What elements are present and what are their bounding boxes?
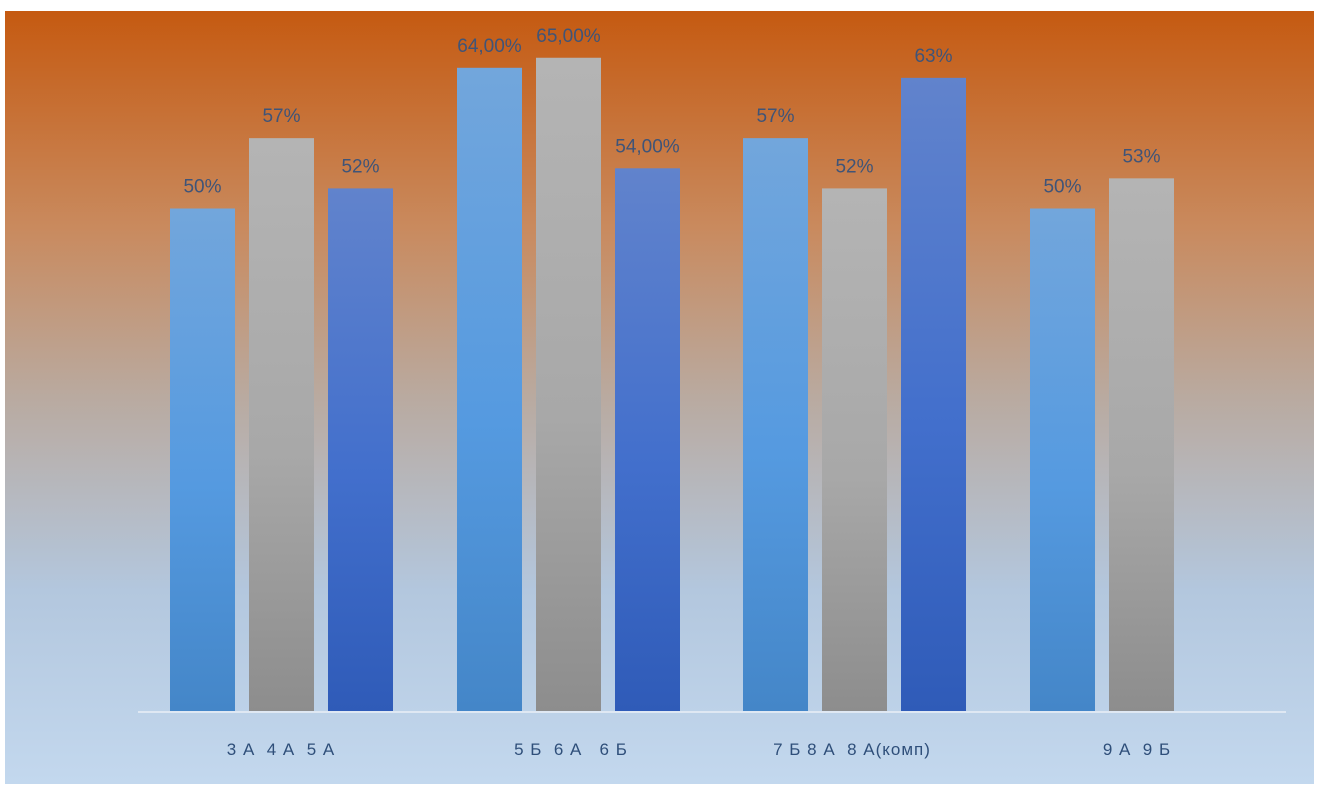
data-label-4-1: 50% [1043, 177, 1081, 198]
bar-3-3 [901, 77, 966, 712]
bar-chart: 50% 57% 52% 3 А 4 А 5 А 64,00% 65,00% 54,00% 5 … [138, 26, 1286, 759]
data-label-1-2: 57% [262, 106, 300, 127]
category-label-1: 3 А 4 А 5 А [227, 740, 335, 759]
labels-layer: 50% 57% 52% 3 А 4 А 5 А 64,00% 65,00% 54,00% 5 … [183, 26, 1171, 759]
category-label-4: 9 А 9 Б [1103, 740, 1171, 759]
category-label-3: 7 Б 8 А 8 А(комп) [773, 740, 931, 759]
data-label-2-2: 65,00% [536, 26, 601, 47]
data-label-4-2: 53% [1122, 146, 1160, 167]
category-label-2: 5 Б 6 А 6 Б [514, 740, 628, 759]
bar-4-1 [1030, 208, 1095, 711]
bar-3-2 [822, 188, 887, 711]
bar-3-1 [743, 138, 808, 711]
bar-1-2 [249, 138, 314, 711]
data-label-1-1: 50% [183, 177, 221, 198]
data-label-3-1: 57% [756, 106, 794, 127]
data-label-2-3: 54,00% [615, 136, 680, 157]
chart-area: 50% 57% 52% 3 А 4 А 5 А 64,00% 65,00% 54,00% 5 … [5, 11, 1314, 784]
bar-1-3 [328, 188, 393, 711]
data-label-2-1: 64,00% [457, 36, 522, 57]
bar-4-2 [1109, 178, 1174, 712]
bars-layer [170, 57, 1174, 712]
bar-2-3 [615, 168, 680, 712]
bar-2-2 [536, 57, 601, 711]
data-label-1-3: 52% [341, 156, 379, 177]
data-label-3-3: 63% [914, 46, 952, 67]
data-label-3-2: 52% [835, 156, 873, 177]
bar-1-1 [170, 208, 235, 711]
bar-2-1 [457, 67, 522, 712]
